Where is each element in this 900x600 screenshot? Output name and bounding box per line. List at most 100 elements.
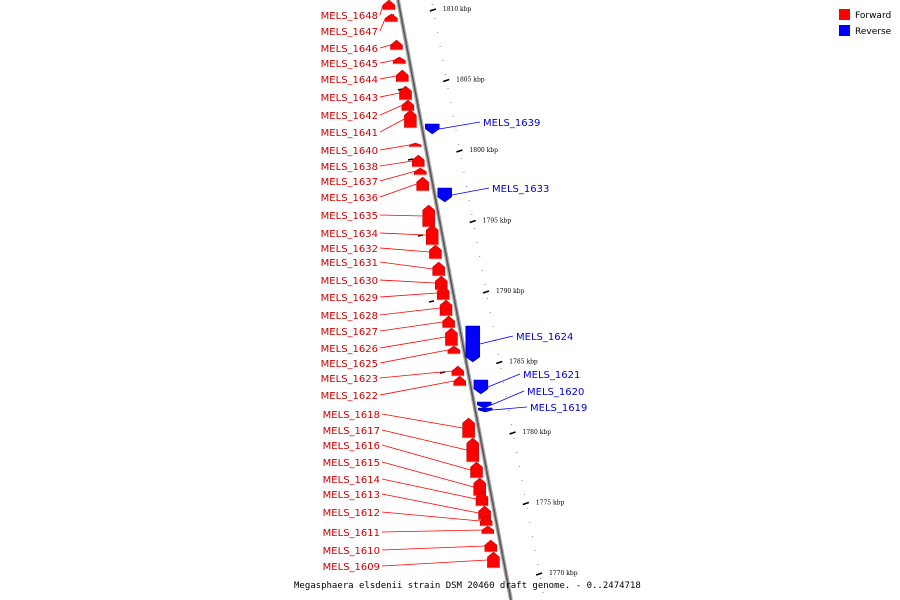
gene-label-forward[interactable]: MELS_1636	[321, 193, 378, 204]
gene-label-forward[interactable]: MELS_1626	[321, 344, 378, 355]
gene-forward[interactable]	[473, 477, 486, 497]
gene-leader	[379, 321, 443, 332]
gene-forward[interactable]	[382, 0, 396, 11]
gene-forward[interactable]	[409, 142, 422, 148]
gene-label-reverse[interactable]: MELS_1639	[483, 118, 540, 129]
gene-label-forward[interactable]: MELS_1629	[321, 293, 378, 304]
guide-dot	[513, 438, 515, 439]
gene-label-forward[interactable]: MELS_1645	[321, 59, 378, 70]
gene-forward[interactable]	[393, 56, 406, 65]
gene-label-forward[interactable]: MELS_1628	[321, 311, 378, 322]
gene-forward[interactable]	[453, 375, 467, 387]
gene-forward[interactable]	[414, 167, 427, 176]
gene-label-forward[interactable]: MELS_1610	[323, 546, 380, 557]
guide-dot	[526, 508, 528, 509]
gene-label-forward[interactable]: MELS_1609	[323, 562, 380, 573]
gene-forward[interactable]	[447, 345, 461, 355]
gene-reverse[interactable]	[425, 123, 440, 135]
gene-label-forward[interactable]: MELS_1625	[321, 359, 378, 370]
gene-label-forward[interactable]: MELS_1618	[323, 410, 380, 421]
gene-forward[interactable]	[412, 154, 425, 168]
gene-reverse[interactable]	[477, 407, 493, 413]
gene-label-forward[interactable]: MELS_1617	[323, 426, 380, 437]
gene-forward[interactable]	[404, 109, 417, 129]
gene-label-reverse[interactable]: MELS_1633	[492, 184, 549, 195]
gene-label-forward[interactable]: MELS_1613	[323, 490, 380, 501]
legend-reverse-label: Reverse	[855, 27, 892, 37]
guide-dot	[466, 186, 468, 187]
gene-forward[interactable]	[439, 299, 453, 317]
gene-label-forward[interactable]: MELS_1643	[321, 93, 378, 104]
tick-mark	[496, 360, 503, 365]
gene-label-forward[interactable]: MELS_1647	[321, 27, 378, 38]
gene-label-forward[interactable]: MELS_1615	[323, 458, 380, 469]
gene-forward[interactable]	[481, 525, 495, 535]
gene-label-forward[interactable]: MELS_1631	[321, 258, 378, 269]
gene-forward[interactable]	[478, 505, 491, 521]
gene-label-reverse[interactable]: MELS_1620	[527, 387, 584, 398]
gene-label-forward[interactable]: MELS_1612	[323, 508, 380, 519]
gene-forward[interactable]	[451, 365, 465, 377]
guide-dot	[492, 326, 494, 327]
gene-forward[interactable]	[470, 461, 483, 479]
gene-label-forward[interactable]: MELS_1641	[321, 128, 378, 139]
gene-label-forward[interactable]: MELS_1634	[321, 229, 378, 240]
gene-label-forward[interactable]: MELS_1635	[321, 211, 378, 222]
gene-reverse[interactable]	[437, 187, 452, 203]
backbone-layer	[396, 0, 544, 600]
gene-forward[interactable]	[462, 417, 475, 439]
gene-forward[interactable]	[484, 539, 498, 553]
gene-forward[interactable]	[442, 315, 455, 329]
gene-label-forward[interactable]: MELS_1623	[321, 374, 378, 385]
gene-forward[interactable]	[445, 327, 458, 347]
gene-label-forward[interactable]: MELS_1632	[321, 244, 378, 255]
gene-forward[interactable]	[487, 551, 500, 569]
tick-label: 1775 kbp	[536, 500, 565, 507]
gene-reverse[interactable]	[465, 325, 481, 363]
gene-forward[interactable]	[466, 437, 479, 463]
legend-forward-label: Forward	[855, 11, 891, 21]
gene-forward[interactable]	[396, 69, 409, 83]
gene-label-reverse[interactable]: MELS_1619	[530, 403, 587, 414]
tick-label: 1790 kbp	[496, 288, 525, 295]
gene-label-reverse[interactable]: MELS_1624	[516, 332, 573, 343]
gene-label-forward[interactable]: MELS_1630	[321, 276, 378, 287]
gene-label-forward[interactable]: MELS_1642	[321, 111, 378, 122]
map-caption: Megasphaera elsdenii strain DSM 20460 dr…	[294, 581, 641, 591]
guide-dot	[537, 564, 539, 565]
gene-forward[interactable]	[401, 99, 415, 112]
gene-forward[interactable]	[399, 85, 412, 101]
gene-forward[interactable]	[429, 244, 442, 260]
gene-label-forward[interactable]: MELS_1648	[321, 11, 378, 22]
gene-label-forward[interactable]: MELS_1622	[321, 391, 378, 402]
gene-forward[interactable]	[416, 176, 429, 192]
gene-label-forward[interactable]: MELS_1638	[321, 162, 378, 173]
guide-dot	[534, 550, 536, 551]
tick-mark	[482, 290, 490, 294]
gene-reverse[interactable]	[477, 401, 492, 409]
gene-label-forward[interactable]: MELS_1611	[323, 528, 380, 539]
gene-label-forward[interactable]: MELS_1646	[321, 44, 378, 55]
gene-forward[interactable]	[385, 13, 398, 23]
guide-dot	[516, 452, 518, 453]
gene-forward[interactable]	[436, 285, 450, 301]
gene-label-forward[interactable]: MELS_1616	[323, 441, 380, 452]
gene-forward[interactable]	[390, 39, 403, 51]
gene-forward[interactable]	[426, 224, 439, 246]
gene-reverse[interactable]	[473, 379, 489, 395]
gene-label-forward[interactable]: MELS_1614	[323, 475, 380, 486]
gene-forward[interactable]	[435, 275, 448, 291]
gene-label-reverse[interactable]: MELS_1621	[523, 370, 580, 381]
gene-label-forward[interactable]: MELS_1644	[321, 75, 378, 86]
gene-leader	[491, 390, 525, 406]
gene-forward[interactable]	[479, 515, 493, 527]
gene-forward[interactable]	[432, 261, 445, 277]
guide-dot	[473, 228, 475, 229]
gene-forward[interactable]	[422, 204, 435, 228]
gene-leader	[381, 461, 474, 488]
gene-label-forward[interactable]: MELS_1627	[321, 327, 378, 338]
gene-label-forward[interactable]: MELS_1637	[321, 177, 378, 188]
gene-forward[interactable]	[475, 491, 489, 507]
gene-label-forward[interactable]: MELS_1640	[321, 146, 378, 157]
